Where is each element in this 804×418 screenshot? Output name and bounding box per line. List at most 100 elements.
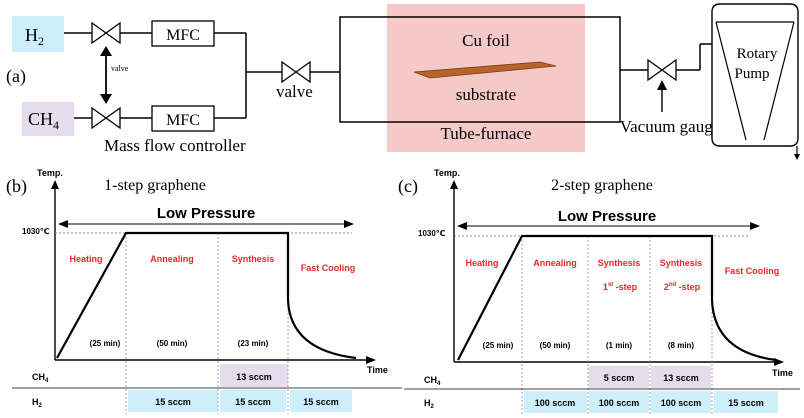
chart-c-phase-cooling: Fast Cooling	[725, 266, 780, 276]
chart-b-x-arrow-icon	[366, 356, 376, 364]
chart-c-ch4-value-step2: 13 sccm	[663, 373, 699, 383]
chart-c-h2-box-annealing	[524, 391, 587, 413]
chart-b-pressure-right-head-icon	[344, 220, 354, 228]
cu-foil-sample	[413, 61, 557, 79]
h2-source-box	[12, 16, 64, 52]
chart-c-phase-heating: Heating	[465, 258, 498, 268]
arrow-down-head-icon	[100, 94, 112, 104]
mass-flow-controller-label: Mass flow controller	[104, 136, 246, 155]
chart-c-pressure-label: Low Pressure	[558, 208, 656, 225]
chart-c-temp-profile	[457, 234, 777, 362]
chart-c-panel-label: (c)	[398, 176, 418, 197]
chart-b-h2-value-cooling: 15 sccm	[303, 397, 339, 407]
substrate-label: substrate	[456, 85, 516, 104]
h2-mfc-box	[151, 20, 215, 47]
chart-b-temp-label: 1030℃	[22, 227, 50, 236]
chart-b-phase-annealing: Annealing	[150, 254, 194, 264]
h2-valve-icon	[91, 21, 121, 45]
chart-c-phase-separators	[521, 236, 713, 414]
cu-foil-label: Cu foil	[462, 31, 510, 50]
chart-b-pressure-left-head-icon	[58, 220, 68, 228]
chart-c-x-arrow-icon	[774, 358, 784, 366]
chart-c-phase-synthesis-1-step: 1st -step	[603, 282, 638, 292]
chart-c-pressure-left-head-icon	[457, 222, 467, 230]
chart-c-phase-annealing: Annealing	[533, 258, 577, 268]
chart-c-duration-step2: (8 min)	[668, 341, 695, 350]
chart-c-y-arrow-icon	[450, 180, 458, 189]
chart-b-axes	[54, 185, 370, 361]
chart-c-duration-heating: (25 min)	[483, 341, 514, 350]
chart-c-phase-synthesis-2-step: 2nd -step	[664, 282, 701, 292]
vacuum-gauge-arrow-icon	[657, 80, 667, 90]
rotary-pump-label-1: Rotary	[737, 46, 778, 62]
chart-c-panel: (c) 2-step graphene Temp. Time 1030℃ Low…	[398, 168, 800, 414]
chart-c-h2-box-cooling	[714, 391, 778, 413]
chart-c-y-label: Temp.	[434, 168, 460, 178]
main-valve-icon	[281, 60, 311, 84]
chart-c-duration-annealing: (50 min)	[540, 341, 571, 350]
chart-c-phase-synthesis-1: Synthesis	[598, 258, 641, 268]
ch4-source-box	[22, 102, 74, 136]
ch4-mfc-box	[151, 105, 215, 132]
chart-b-duration-heating: (25 min)	[90, 339, 121, 348]
chart-c-temp-label: 1030℃	[418, 229, 446, 238]
arrow-up-head-icon	[100, 46, 112, 56]
chart-b-h2-row-label: H2	[32, 397, 43, 409]
ch4-source-label: CH4	[28, 109, 59, 132]
chart-b-h2-box-annealing	[128, 390, 218, 412]
chart-c-h2-box-step1	[589, 391, 649, 413]
ch4-mfc-label: MFC	[166, 112, 200, 129]
chart-c-h2-row-label: H2	[424, 398, 435, 410]
chart-b-ch4-value-synthesis: 13 sccm	[236, 372, 272, 382]
vacuum-gauge-label: Vacuum gauge	[620, 117, 721, 136]
chart-b-h2-box-cooling	[290, 390, 352, 412]
chart-c-axes	[453, 185, 778, 363]
chart-c-h2-value-step2: 100 sccm	[661, 398, 702, 408]
chart-b-ch4-row-label: CH4	[32, 372, 49, 384]
chart-b-y-arrow-icon	[51, 180, 59, 189]
tube-furnace-label: Tube-furnace	[441, 124, 532, 143]
chart-b-duration-synthesis: (23 min)	[238, 339, 269, 348]
small-valve-label: valve	[111, 64, 129, 73]
chart-b-phase-synthesis: Synthesis	[232, 254, 275, 264]
h2-mfc-label: MFC	[166, 27, 200, 44]
ch4-valve-icon	[91, 106, 121, 130]
reactor-tube	[339, 16, 621, 123]
chart-c-x-label: Time	[772, 368, 793, 378]
chart-b-duration-annealing: (50 min)	[157, 339, 188, 348]
chart-c-h2-box-step2	[651, 391, 711, 413]
chart-b-panel-label: (b)	[6, 176, 27, 197]
chart-c-duration-step1: (1 min)	[606, 341, 633, 350]
chart-c-ch4-row-label: CH4	[424, 375, 441, 387]
gas-lines	[64, 32, 712, 119]
chart-b-h2-box-synthesis	[220, 390, 286, 412]
chart-b-h2-value-annealing: 15 sccm	[155, 397, 191, 407]
rotary-pump-label-2: Pump	[734, 66, 769, 82]
chart-b-panel: (b) 1-step graphene Temp. Time 1030℃ Low…	[6, 168, 402, 414]
chart-c-ch4-box-step2	[651, 366, 711, 388]
rotary-pump	[711, 3, 800, 160]
panel-a-label: (a)	[6, 66, 26, 87]
chart-b-x-label: Time	[367, 365, 388, 375]
chart-b-title: 1-step graphene	[104, 177, 206, 194]
chart-b-phase-cooling: Fast Cooling	[301, 263, 356, 273]
chart-c-title: 2-step graphene	[551, 177, 653, 194]
chart-b-h2-value-synthesis: 15 sccm	[235, 397, 271, 407]
schematic-panel: H2 CH4 (a) MFC MFC	[6, 3, 800, 160]
chart-b-temp-profile	[56, 231, 357, 360]
chart-b-pressure-label: Low Pressure	[157, 205, 255, 222]
chart-c-phase-synthesis-2: Synthesis	[660, 258, 703, 268]
chart-c-h2-value-annealing: 100 sccm	[535, 398, 576, 408]
pump-valve-icon	[647, 58, 677, 82]
chart-b-phase-heating: Heating	[69, 254, 102, 264]
chart-b-ch4-box-synthesis	[220, 364, 288, 387]
main-valve-label: valve	[276, 82, 313, 101]
tube-furnace-region	[387, 4, 585, 152]
chart-c-h2-value-cooling: 15 sccm	[728, 398, 764, 408]
chart-c-h2-value-step1: 100 sccm	[599, 398, 640, 408]
chart-c-pressure-right-head-icon	[750, 222, 760, 230]
h2-source-label: H2	[25, 25, 44, 48]
chart-c-ch4-box-step1	[589, 366, 649, 388]
